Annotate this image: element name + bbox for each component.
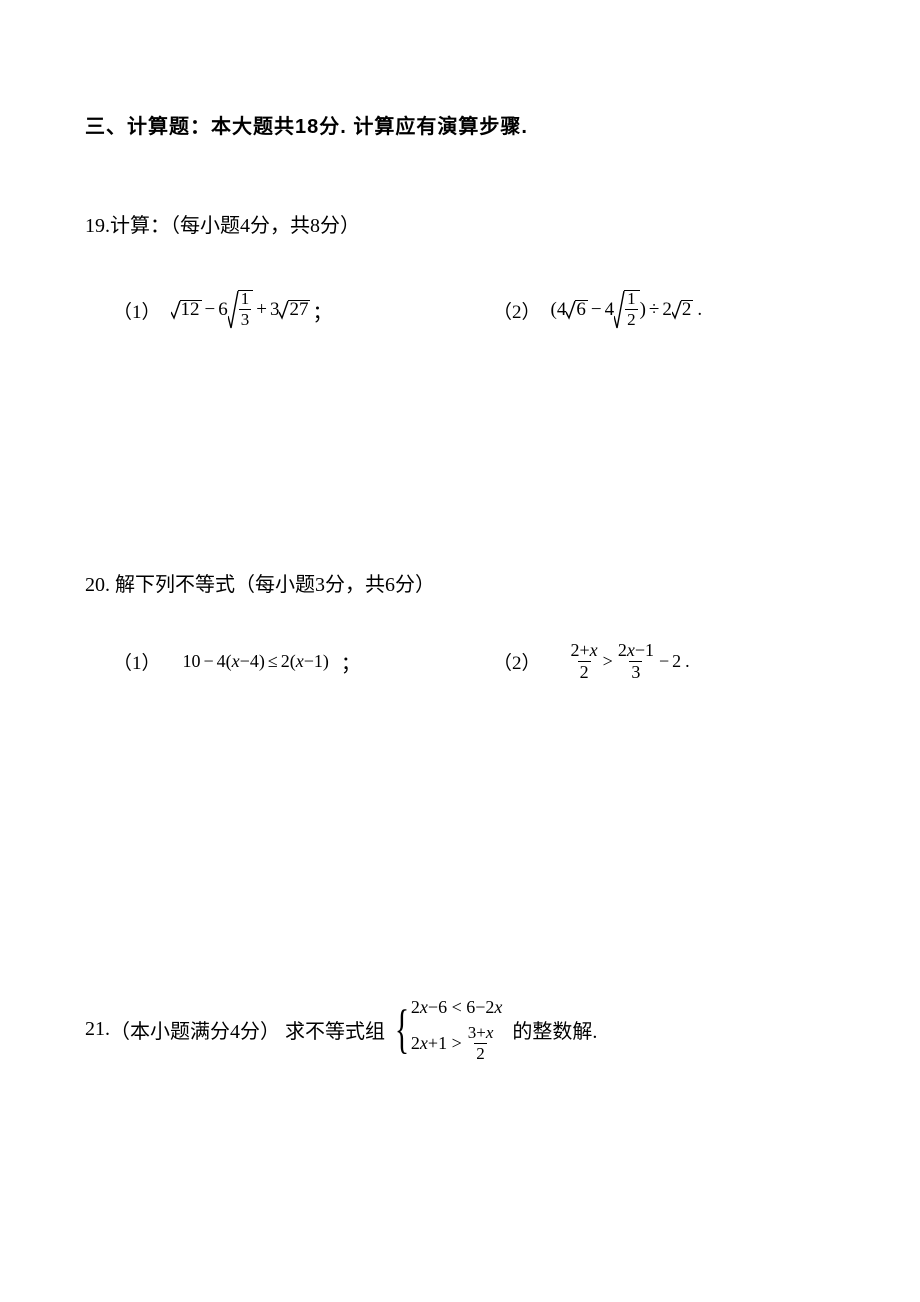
stem-text-c: 的整数解. (512, 1015, 597, 1044)
problem-20-subparts: （1） 10−4(x−4)≤2(x−1) ； （2） 2+x 2 > 2x−1 … (85, 633, 835, 689)
sub-label: （2） (493, 648, 541, 675)
problem-21: 21.（本小题满分4分） 求不等式组 { 2x−6 < 6−2x 2x+1 > … (85, 997, 835, 1063)
inequality-system: { 2x−6 < 6−2x 2x+1 > 3+x 2 (389, 997, 502, 1063)
stem-text-a: 计算： (110, 215, 170, 237)
problem-19-sub2: （2） (4 6 − 4 1 2 (493, 282, 835, 338)
sub-label: （1） (113, 297, 161, 324)
system-row-2: 2x+1 > 3+x 2 (411, 1024, 502, 1063)
brace-icon: { (395, 1008, 409, 1051)
stem-text-b: 求不等式组 (285, 1015, 385, 1044)
problem-20-sub2: （2） 2+x 2 > 2x−1 3 − 2 . (493, 633, 835, 689)
section-header: 三、计算题：本大题共18分. 计算应有演算步骤. (85, 110, 835, 139)
problem-number: 21. (85, 1018, 110, 1041)
math-expr-19-2: (4 6 − 4 1 2 ) ÷ (551, 290, 703, 330)
sub-label: （2） (493, 297, 541, 324)
problem-19-stem: 19.计算：（每小题4分，共8分） (85, 209, 835, 238)
math-expr-20-1: 10−4(x−4)≤2(x−1) ； (183, 647, 361, 676)
math-expr-20-2: 2+x 2 > 2x−1 3 − 2 . (569, 641, 690, 682)
problem-number: 19. (85, 215, 110, 237)
sub-label: （1） (113, 648, 161, 675)
problem-20-stem: 20. 解下列不等式（每小题3分，共6分） (85, 568, 835, 597)
problem-21-stem: 21.（本小题满分4分） 求不等式组 { 2x−6 < 6−2x 2x+1 > … (85, 997, 835, 1063)
problem-number: 20. (85, 574, 110, 596)
problem-20: 20. 解下列不等式（每小题3分，共6分） （1） 10−4(x−4)≤2(x−… (85, 568, 835, 689)
problem-19: 19.计算：（每小题4分，共8分） （1） 12 − 6 1 (85, 209, 835, 338)
stem-text-a: 解下列不等式 (115, 574, 235, 596)
stem-text-b: （每小题4分，共8分） (170, 215, 360, 237)
problem-19-sub1: （1） 12 − 6 1 3 (113, 282, 493, 338)
problem-20-sub1: （1） 10−4(x−4)≤2(x−1) ； (113, 633, 493, 689)
system-row-1: 2x−6 < 6−2x (411, 997, 502, 1018)
problem-19-subparts: （1） 12 − 6 1 3 (85, 282, 835, 338)
stem-text-b: （每小题3分，共6分） (235, 574, 435, 596)
stem-text-a: （本小题满分4分） (110, 1015, 280, 1044)
math-expr-19-1: 12 − 6 1 3 + 3 (171, 290, 333, 330)
